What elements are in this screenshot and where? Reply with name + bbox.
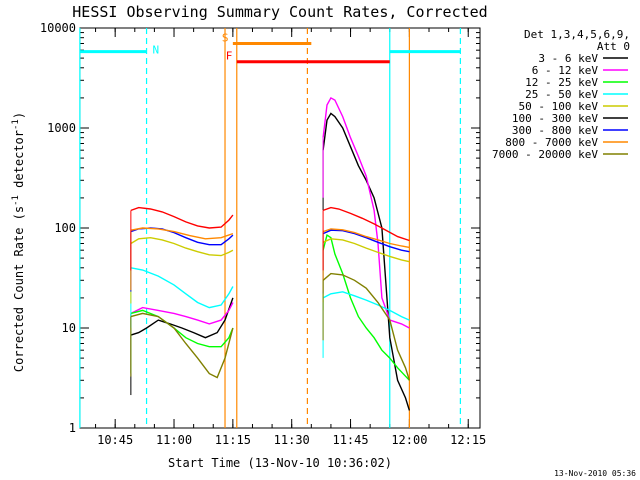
series-line (130, 302, 234, 325)
series-line (130, 309, 234, 348)
series-line (130, 206, 234, 229)
series-line (322, 291, 410, 321)
series-line (130, 267, 234, 309)
legend-header-1: Det 1,3,4,5,6,9, (524, 28, 630, 41)
series-line (130, 236, 234, 257)
series-line (130, 227, 234, 240)
series-line (322, 272, 411, 381)
y-tick-label: 1000 (47, 121, 76, 135)
legend-entry-label: 3 - 6 keV (538, 52, 598, 65)
chart-title: HESSI Observing Summary Count Rates, Cor… (72, 3, 487, 21)
y-tick-label: 100 (54, 221, 76, 235)
series-line (322, 206, 410, 242)
x-tick-label: 12:15 (450, 433, 486, 447)
x-tick-label: 11:15 (215, 433, 251, 447)
series-line (322, 238, 410, 263)
series-line (130, 312, 234, 379)
legend-entry-label: 800 - 7000 keV (505, 136, 598, 149)
flag-label: S (222, 31, 229, 44)
x-tick-label: 11:30 (274, 433, 310, 447)
y-axis-label: Corrected Count Rate (s-1 detector-1) (11, 112, 26, 372)
x-axis-label: Start Time (13-Nov-10 10:36:02) (168, 456, 392, 470)
legend-entry-label: 50 - 100 keV (519, 100, 599, 113)
legend-header-2: Att 0 (597, 40, 630, 53)
plot-area: 1 10 100 1000 10000 10:45 11:00 11:15 11:30 11:45… (40, 21, 486, 447)
legend-entry-label: 12 - 25 keV (525, 76, 598, 89)
flag-label: F (226, 50, 233, 63)
legend-entry-label: 300 - 800 keV (512, 124, 598, 137)
x-tick-label: 10:45 (97, 433, 133, 447)
series-line (322, 228, 410, 249)
y-tick-label: 10 (62, 321, 76, 335)
x-tick-label: 11:00 (156, 433, 192, 447)
series-line (322, 229, 410, 253)
legend-entry-label: 100 - 300 keV (512, 112, 598, 125)
series-line (322, 112, 411, 411)
legend-entry-label: 6 - 12 keV (532, 64, 599, 77)
series-line (130, 297, 234, 339)
y-tick-label: 1 (69, 421, 76, 435)
y-tick-label: 10000 (40, 21, 76, 35)
series-line (322, 233, 410, 381)
x-tick-label: 12:00 (391, 433, 427, 447)
flag-label: N (153, 44, 160, 57)
footer-timestamp: 13-Nov-2010 05:36 (554, 469, 636, 478)
x-tick-label: 11:45 (332, 433, 368, 447)
legend-entry-label: 7000 - 20000 keV (492, 148, 598, 161)
legend-entry-label: 25 - 50 keV (525, 88, 598, 101)
series-line (322, 96, 410, 329)
